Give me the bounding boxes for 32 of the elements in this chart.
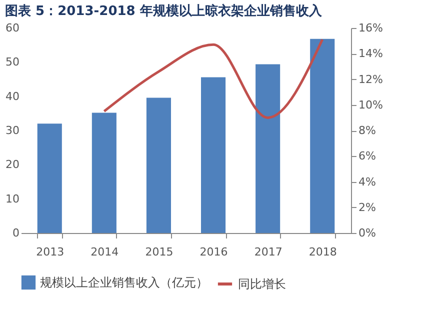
chart-title: 图表 5：2013-2018 年规模以上晾衣架企业销售收入 xyxy=(5,3,323,19)
x-tick-label: 2016 xyxy=(200,246,228,258)
bar xyxy=(146,98,171,233)
x-tick-label: 2015 xyxy=(145,246,174,258)
y-tick-label: 0 xyxy=(12,226,20,240)
y-tick-label: 50 xyxy=(6,56,20,69)
legend-label: 同比增长 xyxy=(238,277,286,291)
y2-tick-label: 10% xyxy=(358,98,383,112)
y2-tick-label: 12% xyxy=(358,72,383,86)
bar xyxy=(310,38,335,233)
y-tick-label: 60 xyxy=(6,22,20,34)
line-series xyxy=(102,38,324,119)
x-tick-label: 2014 xyxy=(90,246,119,258)
x-tick-label: 2018 xyxy=(308,246,337,258)
legend-label: 规模以上企业销售收入（亿元） xyxy=(40,276,208,290)
x-tick-label: 2013 xyxy=(36,246,64,258)
bar xyxy=(201,77,226,233)
bar xyxy=(92,112,116,233)
y-tick-label: 20 xyxy=(6,158,20,172)
y2-tick-label: 6% xyxy=(358,150,376,163)
y-tick-label: 30 xyxy=(6,124,20,137)
y-tick-label: 10 xyxy=(6,192,20,206)
y2-tick-label: 16% xyxy=(358,22,383,34)
y-tick-label: 40 xyxy=(6,90,20,103)
bar xyxy=(256,64,280,233)
bar xyxy=(37,124,62,233)
x-tick-label: 2017 xyxy=(254,246,282,258)
y2-tick-label: 8% xyxy=(358,124,376,137)
y2-tick-label: 0% xyxy=(358,226,376,240)
y2-tick-label: 4% xyxy=(358,175,376,188)
y2-tick-label: 14% xyxy=(358,47,383,60)
y2-tick-label: 2% xyxy=(358,200,376,214)
